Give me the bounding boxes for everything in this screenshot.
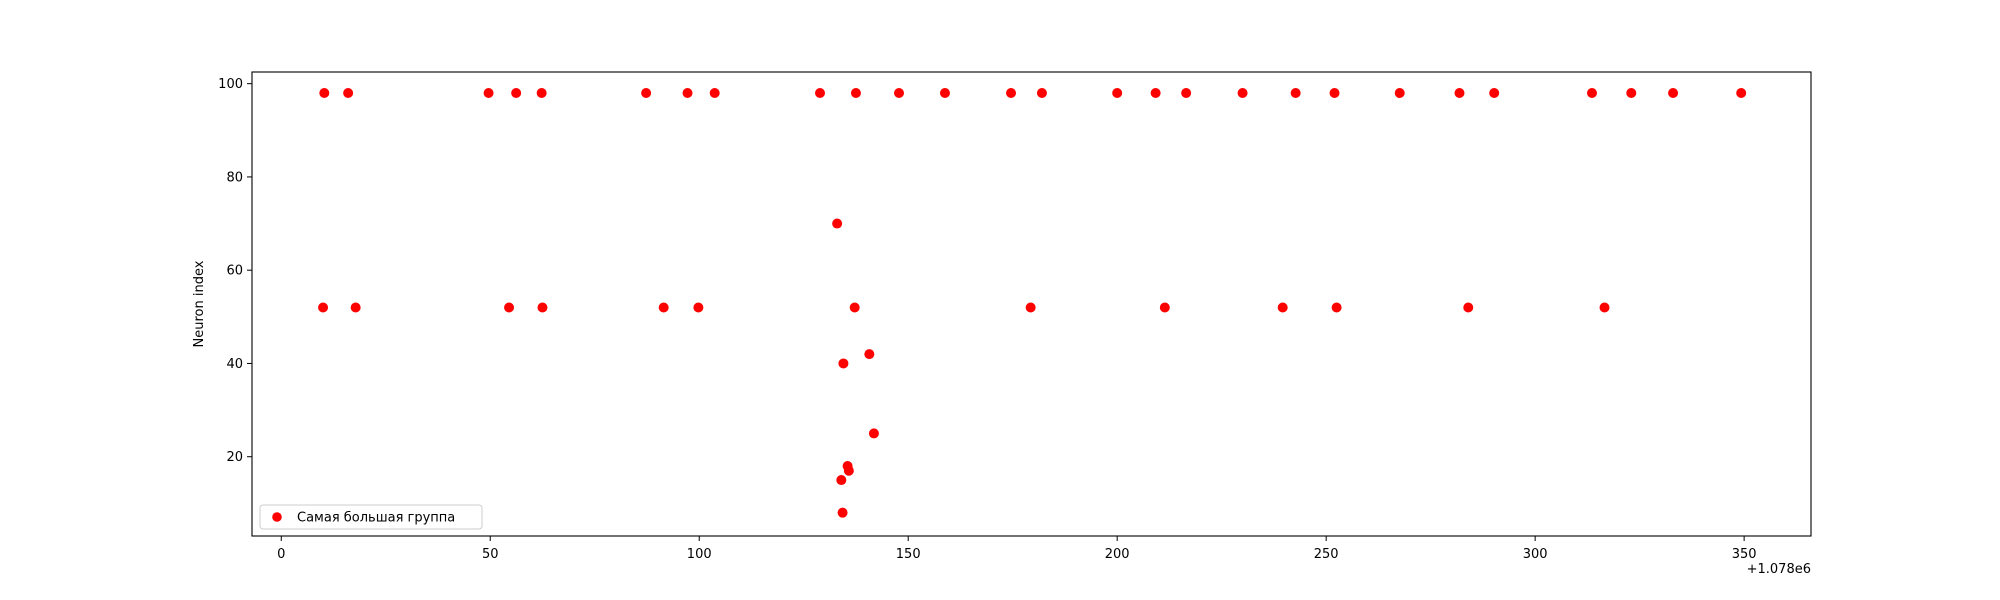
data-point [641, 87, 652, 98]
data-point [1181, 87, 1192, 98]
x-tick-label: 200 [1105, 547, 1130, 562]
data-point [1736, 87, 1747, 98]
x-axis-offset-label: +1.078e6 [1747, 562, 1811, 577]
data-point [1454, 87, 1465, 98]
data-point [1329, 87, 1340, 98]
data-point [319, 87, 330, 98]
x-tick-label: 350 [1732, 547, 1757, 562]
data-point [837, 507, 848, 518]
data-point [350, 302, 361, 313]
data-point [843, 465, 854, 476]
data-point [1006, 87, 1017, 98]
legend: Самая большая группа [259, 504, 483, 530]
data-point [836, 475, 847, 486]
data-points [318, 87, 1747, 518]
data-point [1463, 302, 1474, 313]
data-point [868, 428, 879, 439]
x-tick-label: 0 [277, 547, 285, 562]
data-point [1668, 87, 1679, 98]
y-tick-label: 40 [226, 357, 243, 372]
data-point [511, 87, 522, 98]
x-tick-label: 150 [896, 547, 921, 562]
x-tick-label: 100 [687, 547, 712, 562]
data-point [483, 87, 494, 98]
data-point [682, 87, 693, 98]
data-point [838, 358, 849, 369]
data-point [709, 87, 720, 98]
x-tick-label: 300 [1523, 547, 1548, 562]
legend-label: Самая большая группа [297, 511, 455, 526]
data-point [343, 87, 354, 98]
y-tick-label: 100 [218, 77, 243, 92]
data-point [318, 302, 329, 313]
data-point [815, 87, 826, 98]
data-point [1036, 87, 1047, 98]
data-point [1112, 87, 1123, 98]
data-point [504, 302, 515, 313]
x-tick-label: 50 [482, 547, 499, 562]
legend-marker [272, 512, 282, 522]
data-point [1394, 87, 1405, 98]
data-point [1277, 302, 1288, 313]
data-point [1025, 302, 1036, 313]
data-point [693, 302, 704, 313]
data-point [1150, 87, 1161, 98]
data-point [537, 302, 548, 313]
data-point [1159, 302, 1170, 313]
y-tick-label: 80 [226, 170, 243, 185]
y-tick-label: 20 [226, 450, 243, 465]
data-point [894, 87, 905, 98]
data-point [1586, 87, 1597, 98]
y-axis-ticks: 20 40 60 80 100 [218, 77, 252, 465]
x-axis-ticks: 0 50 100 150 200 250 300 350 [277, 536, 1757, 562]
data-point [536, 87, 547, 98]
data-point [1290, 87, 1301, 98]
data-point [1237, 87, 1248, 98]
data-point [832, 218, 843, 229]
y-tick-label: 60 [226, 264, 243, 279]
data-point [1599, 302, 1610, 313]
x-tick-label: 250 [1314, 547, 1339, 562]
data-point [864, 349, 875, 360]
data-point [1331, 302, 1342, 313]
data-point [939, 87, 950, 98]
legend-box [259, 504, 483, 530]
data-point [1489, 87, 1500, 98]
data-point [1626, 87, 1637, 98]
plot-frame [251, 71, 1812, 537]
data-point [850, 87, 861, 98]
data-point [658, 302, 669, 313]
data-point [849, 302, 860, 313]
y-axis-label: Neuron index [192, 260, 207, 347]
